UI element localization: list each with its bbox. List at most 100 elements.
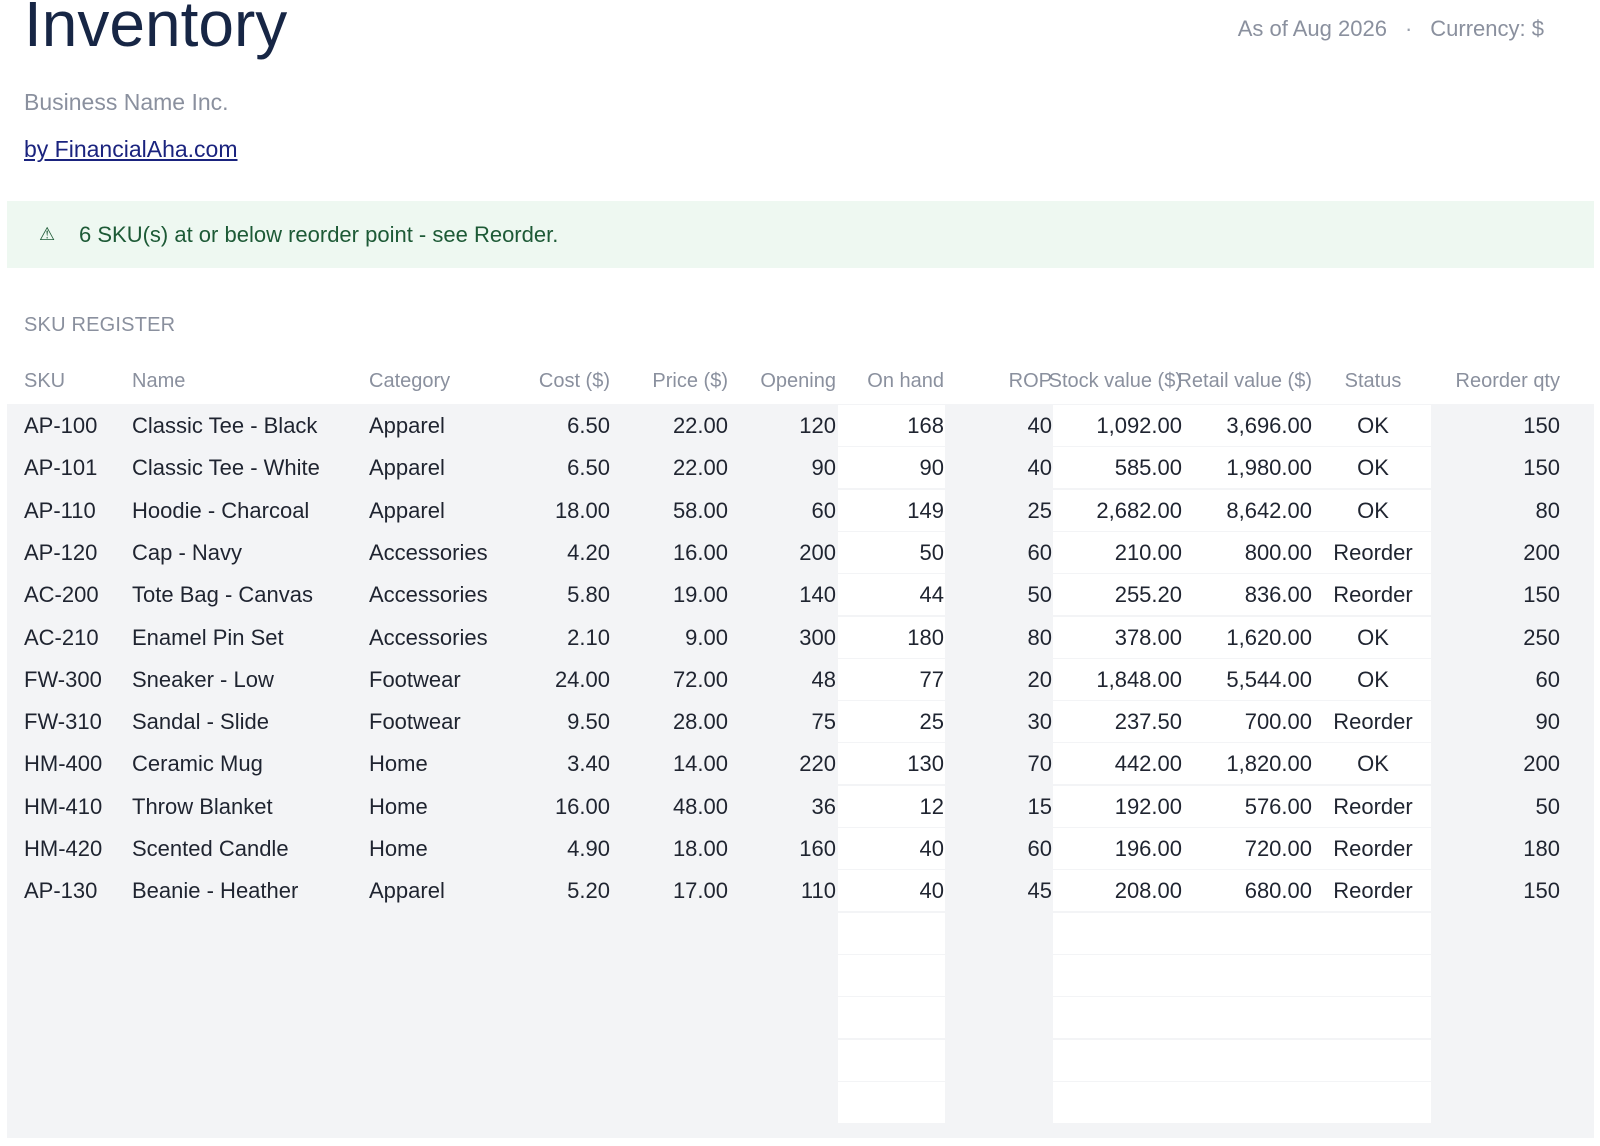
cell-retail-value: 8,642.00: [1226, 497, 1312, 523]
input-cell[interactable]: [1053, 954, 1431, 996]
cell-status: Reorder: [1333, 878, 1413, 904]
cell-sku: AC-210: [24, 624, 99, 650]
cell-category: Apparel: [369, 497, 445, 523]
cell-rop: 70: [1027, 751, 1052, 777]
cell-name: Beanie - Heather: [132, 878, 299, 904]
cell-sku: AP-120: [24, 539, 98, 565]
cell-opening: 120: [799, 413, 836, 438]
cell-status: Reorder: [1333, 709, 1413, 735]
input-cell[interactable]: [838, 574, 945, 616]
cell-stock-value: 2,682.00: [1096, 497, 1182, 523]
cell-cost: 2.10: [567, 624, 610, 650]
report-meta: As of Aug 2026 · Currency: $: [1238, 16, 1544, 42]
input-cell[interactable]: [1053, 785, 1431, 827]
cell-price: 22.00: [672, 455, 728, 481]
cell-on-hand: 44: [919, 582, 944, 608]
cell-price: 18.00: [672, 836, 728, 861]
cell-stock-value: 1,092.00: [1096, 413, 1182, 438]
input-cell[interactable]: [838, 785, 945, 827]
column-header-retail-value: Retail value ($): [1177, 370, 1312, 392]
cell-reorder-qty: 150: [1523, 413, 1560, 438]
table-row: AP-100 Classic Tee - Black Apparel 6.50 22.0…: [7, 404, 1594, 447]
cell-cost: 6.50: [567, 455, 610, 481]
input-cell[interactable]: [838, 701, 945, 743]
input-cell[interactable]: [1053, 1081, 1431, 1123]
cell-status: OK: [1357, 751, 1389, 777]
input-cell[interactable]: [838, 531, 945, 573]
input-cell[interactable]: [1053, 870, 1431, 912]
warning-icon: ⚠: [39, 224, 56, 244]
cell-stock-value: 255.20: [1114, 582, 1182, 608]
cell-opening: 90: [811, 455, 836, 481]
meta-separator: ·: [1404, 16, 1413, 41]
input-cell[interactable]: [838, 870, 945, 912]
input-cell[interactable]: [838, 997, 945, 1039]
input-cell[interactable]: [838, 1039, 945, 1081]
input-cell[interactable]: [838, 616, 945, 658]
cell-name: Ceramic Mug: [132, 751, 263, 777]
input-cell[interactable]: [838, 912, 945, 954]
cell-name: Sneaker - Low: [132, 666, 274, 692]
cell-opening: 36: [811, 793, 836, 819]
input-cell[interactable]: [838, 743, 945, 785]
financialaha-link[interactable]: by FinancialAha.com: [24, 136, 238, 162]
cell-opening: 220: [799, 751, 836, 777]
input-cell[interactable]: [1053, 531, 1431, 573]
input-cell[interactable]: [838, 1081, 945, 1123]
input-cell[interactable]: [838, 405, 945, 446]
input-cell[interactable]: [1053, 405, 1431, 446]
cell-sku: AP-130: [24, 878, 98, 904]
input-cell[interactable]: [838, 489, 945, 531]
table-row: AP-101 Classic Tee - White Apparel 6.50 22.0…: [7, 446, 1594, 489]
cell-name: Sandal - Slide: [132, 709, 269, 735]
cell-opening: 200: [799, 539, 836, 565]
cell-sku: AP-101: [24, 455, 98, 481]
input-cell[interactable]: [1053, 997, 1431, 1039]
cell-sku: FW-310: [24, 709, 102, 735]
cell-status: Reorder: [1333, 539, 1413, 565]
input-cell[interactable]: [1053, 912, 1431, 954]
input-cell[interactable]: [838, 828, 945, 869]
input-cell[interactable]: [1053, 828, 1431, 869]
input-cell[interactable]: [1053, 743, 1431, 785]
input-cell[interactable]: [1053, 447, 1431, 489]
cell-name: Hoodie - Charcoal: [132, 497, 310, 523]
cell-cost: 6.50: [567, 413, 610, 438]
cell-stock-value: 192.00: [1114, 793, 1182, 819]
cell-sku: HM-410: [24, 793, 103, 819]
cell-cost: 5.20: [567, 878, 610, 904]
input-cell[interactable]: [1053, 1039, 1431, 1081]
cell-opening: 110: [800, 878, 836, 904]
cell-status: OK: [1357, 624, 1389, 650]
cell-on-hand: 149: [907, 497, 944, 523]
cell-on-hand: 90: [919, 455, 944, 481]
cell-reorder-qty: 150: [1523, 878, 1560, 904]
input-cell[interactable]: [838, 658, 945, 700]
cell-on-hand: 180: [907, 624, 944, 650]
cell-status: Reorder: [1333, 582, 1413, 608]
input-cell[interactable]: [838, 954, 945, 996]
input-cell[interactable]: [1053, 658, 1431, 700]
cell-cost: 24.00: [554, 666, 610, 692]
cell-rop: 30: [1027, 709, 1052, 735]
cell-stock-value: 208.00: [1114, 878, 1182, 904]
column-header-stock-value: Stock value ($): [1048, 370, 1182, 392]
column-header-opening: Opening: [760, 370, 836, 392]
cell-category: Footwear: [369, 709, 461, 735]
input-cell[interactable]: [1053, 489, 1431, 531]
cell-sku: AP-100: [24, 413, 98, 438]
cell-retail-value: 836.00: [1244, 582, 1312, 608]
value-column-band: [1053, 404, 1431, 1138]
cell-reorder-qty: 200: [1523, 751, 1560, 777]
cell-price: 17.00: [672, 878, 728, 904]
input-cell[interactable]: [1053, 574, 1431, 616]
cell-rop: 80: [1027, 624, 1052, 650]
table-row: AC-200 Tote Bag - Canvas Accessories 5.80 19…: [7, 573, 1594, 616]
input-cell[interactable]: [1053, 616, 1431, 658]
column-header-price: Price ($): [652, 370, 728, 392]
cell-stock-value: 442.00: [1114, 751, 1182, 777]
table-header: SKU Name Category Cost ($) Price ($) Opening O…: [7, 362, 1594, 404]
cell-status: OK: [1357, 666, 1389, 692]
input-cell[interactable]: [1053, 701, 1431, 743]
input-cell[interactable]: [838, 447, 945, 489]
